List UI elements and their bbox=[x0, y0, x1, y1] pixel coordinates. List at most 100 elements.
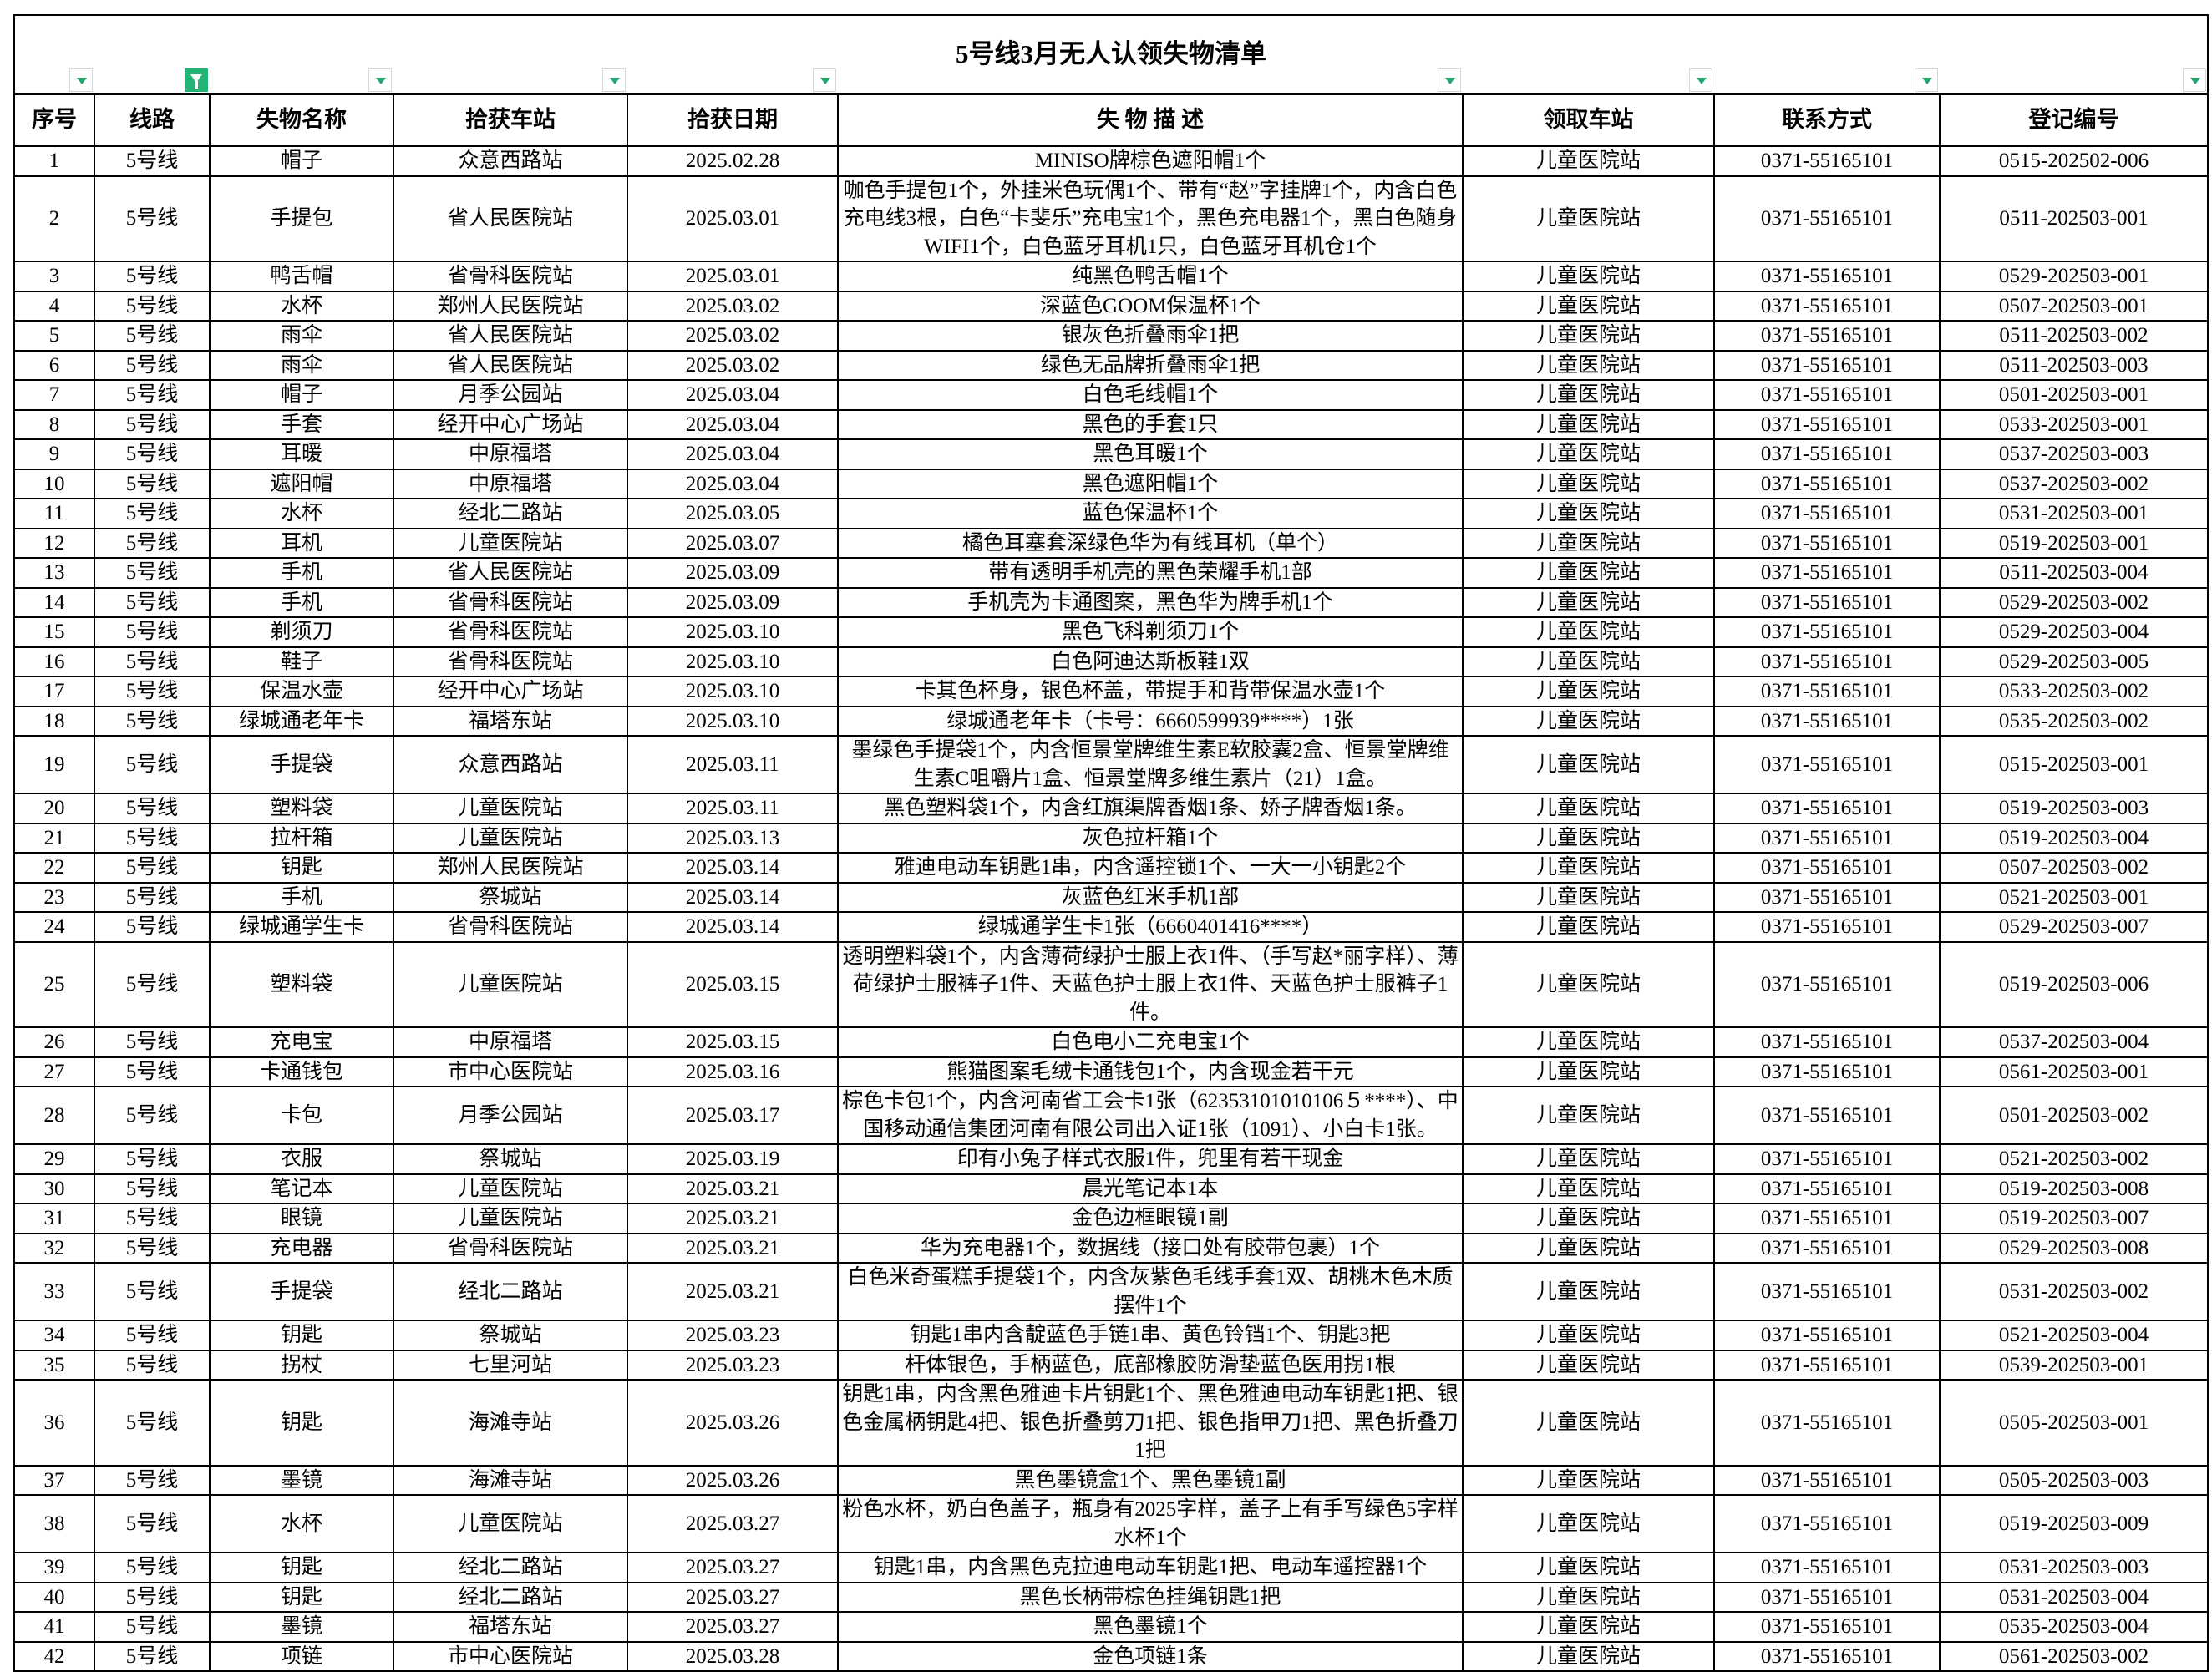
cell-index[interactable]: 25 bbox=[13, 940, 95, 1028]
filter-dropdown-icon[interactable] bbox=[368, 68, 392, 92]
cell-index[interactable]: 29 bbox=[13, 1143, 95, 1175]
cell-description[interactable]: 白色米奇蛋糕手提袋1个，内含灰紫色毛线手套1双、胡桃木色木质摆件1个 bbox=[837, 1262, 1464, 1321]
cell-claim-station[interactable]: 儿童医院站 bbox=[1462, 1262, 1715, 1321]
filter-dropdown-icon[interactable] bbox=[1689, 68, 1712, 92]
filter-dropdown-icon[interactable] bbox=[1915, 68, 1938, 92]
cell-claim-station[interactable]: 儿童医院站 bbox=[1462, 1173, 1715, 1204]
cell-register-no[interactable]: 0511-202503-003 bbox=[1938, 349, 2209, 381]
cell-description[interactable]: 白色阿迪达斯板鞋1双 bbox=[837, 646, 1464, 677]
cell-item-name[interactable]: 水杯 bbox=[209, 290, 394, 322]
cell-found-date[interactable]: 2025.03.21 bbox=[627, 1232, 839, 1264]
cell-found-date[interactable]: 2025.03.14 bbox=[627, 911, 839, 943]
cell-found-date[interactable]: 2025.03.09 bbox=[627, 557, 839, 589]
cell-item-name[interactable]: 耳暖 bbox=[209, 438, 394, 470]
cell-item-name[interactable]: 手套 bbox=[209, 408, 394, 440]
cell-item-name[interactable]: 衣服 bbox=[209, 1143, 394, 1175]
cell-found-station[interactable]: 省人民医院站 bbox=[393, 175, 628, 262]
cell-found-station[interactable]: 经开中心广场站 bbox=[393, 408, 628, 440]
cell-contact[interactable]: 0371-55165101 bbox=[1713, 911, 1941, 943]
cell-description[interactable]: 带有透明手机壳的黑色荣耀手机1部 bbox=[837, 557, 1464, 589]
cell-description[interactable]: 黑色墨镜盒1个、黑色墨镜1副 bbox=[837, 1464, 1464, 1496]
cell-line[interactable]: 5号线 bbox=[94, 911, 211, 943]
cell-description[interactable]: 纯黑色鸭舌帽1个 bbox=[837, 261, 1464, 292]
cell-found-date[interactable]: 2025.03.10 bbox=[627, 616, 839, 648]
cell-index[interactable]: 24 bbox=[13, 911, 95, 943]
cell-description[interactable]: 金色项链1条 bbox=[837, 1640, 1464, 1672]
cell-claim-station[interactable]: 儿童医院站 bbox=[1462, 408, 1715, 440]
cell-description[interactable]: 黑色长柄带棕色挂绳钥匙1把 bbox=[837, 1581, 1464, 1613]
cell-contact[interactable]: 0371-55165101 bbox=[1713, 1262, 1941, 1321]
cell-line[interactable]: 5号线 bbox=[94, 735, 211, 794]
cell-contact[interactable]: 0371-55165101 bbox=[1713, 940, 1941, 1028]
cell-item-name[interactable]: 项链 bbox=[209, 1640, 394, 1672]
cell-item-name[interactable]: 钥匙 bbox=[209, 852, 394, 884]
cell-claim-station[interactable]: 儿童医院站 bbox=[1462, 1464, 1715, 1496]
cell-line[interactable]: 5号线 bbox=[94, 1143, 211, 1175]
cell-description[interactable]: 绿城通老年卡（卡号：6660599939****）1张 bbox=[837, 705, 1464, 737]
cell-item-name[interactable]: 耳机 bbox=[209, 527, 394, 559]
cell-line[interactable]: 5号线 bbox=[94, 1494, 211, 1553]
cell-index[interactable]: 41 bbox=[13, 1611, 95, 1643]
cell-item-name[interactable]: 水杯 bbox=[209, 498, 394, 529]
cell-claim-station[interactable]: 儿童医院站 bbox=[1462, 586, 1715, 618]
cell-found-station[interactable]: 儿童医院站 bbox=[393, 822, 628, 854]
cell-item-name[interactable]: 钥匙 bbox=[209, 1552, 394, 1583]
cell-contact[interactable]: 0371-55165101 bbox=[1713, 1552, 1941, 1583]
cell-line[interactable]: 5号线 bbox=[94, 881, 211, 913]
cell-contact[interactable]: 0371-55165101 bbox=[1713, 1173, 1941, 1204]
cell-description[interactable]: 粉色水杯，奶白色盖子，瓶身有2025字样，盖子上有手写绿色5字样水杯1个 bbox=[837, 1494, 1464, 1553]
cell-index[interactable]: 12 bbox=[13, 527, 95, 559]
cell-found-date[interactable]: 2025.03.26 bbox=[627, 1379, 839, 1467]
cell-register-no[interactable]: 0533-202503-001 bbox=[1938, 408, 2209, 440]
cell-index[interactable]: 14 bbox=[13, 586, 95, 618]
cell-contact[interactable]: 0371-55165101 bbox=[1713, 1464, 1941, 1496]
cell-register-no[interactable]: 0529-202503-007 bbox=[1938, 911, 2209, 943]
cell-claim-station[interactable]: 儿童医院站 bbox=[1462, 527, 1715, 559]
cell-line[interactable]: 5号线 bbox=[94, 290, 211, 322]
cell-contact[interactable]: 0371-55165101 bbox=[1713, 408, 1941, 440]
cell-found-date[interactable]: 2025.03.27 bbox=[627, 1581, 839, 1613]
cell-claim-station[interactable]: 儿童医院站 bbox=[1462, 822, 1715, 854]
cell-claim-station[interactable]: 儿童医院站 bbox=[1462, 881, 1715, 913]
cell-register-no[interactable]: 0511-202503-001 bbox=[1938, 175, 2209, 262]
cell-found-date[interactable]: 2025.03.16 bbox=[627, 1056, 839, 1087]
cell-index[interactable]: 17 bbox=[13, 676, 95, 707]
cell-item-name[interactable]: 遮阳帽 bbox=[209, 468, 394, 499]
cell-index[interactable]: 22 bbox=[13, 852, 95, 884]
cell-found-station[interactable]: 省骨科医院站 bbox=[393, 1232, 628, 1264]
cell-found-station[interactable]: 郑州人民医院站 bbox=[393, 852, 628, 884]
cell-description[interactable]: 绿城通学生卡1张（6660401416****） bbox=[837, 911, 1464, 943]
cell-found-station[interactable]: 市中心医院站 bbox=[393, 1640, 628, 1672]
filter-dropdown-icon[interactable] bbox=[1438, 68, 1461, 92]
cell-description[interactable]: 黑色耳暖1个 bbox=[837, 438, 1464, 470]
cell-description[interactable]: 墨绿色手提袋1个，内含恒景堂牌维生素E软胶囊2盒、恒景堂牌维生素C咀嚼片1盒、恒… bbox=[837, 735, 1464, 794]
cell-contact[interactable]: 0371-55165101 bbox=[1713, 1086, 1941, 1145]
cell-found-date[interactable]: 2025.03.19 bbox=[627, 1143, 839, 1175]
cell-contact[interactable]: 0371-55165101 bbox=[1713, 586, 1941, 618]
cell-index[interactable]: 6 bbox=[13, 349, 95, 381]
cell-description[interactable]: 深蓝色GOOM保温杯1个 bbox=[837, 290, 1464, 322]
cell-index[interactable]: 36 bbox=[13, 1379, 95, 1467]
cell-found-station[interactable]: 中原福塔 bbox=[393, 438, 628, 470]
cell-found-station[interactable]: 祭城站 bbox=[393, 1143, 628, 1175]
cell-register-no[interactable]: 0521-202503-001 bbox=[1938, 881, 2209, 913]
cell-line[interactable]: 5号线 bbox=[94, 468, 211, 499]
cell-found-date[interactable]: 2025.03.07 bbox=[627, 527, 839, 559]
cell-contact[interactable]: 0371-55165101 bbox=[1713, 175, 1941, 262]
cell-index[interactable]: 5 bbox=[13, 320, 95, 352]
cell-line[interactable]: 5号线 bbox=[94, 557, 211, 589]
cell-found-date[interactable]: 2025.03.10 bbox=[627, 646, 839, 677]
cell-found-station[interactable]: 海滩寺站 bbox=[393, 1464, 628, 1496]
cell-index[interactable]: 33 bbox=[13, 1262, 95, 1321]
cell-register-no[interactable]: 0519-202503-008 bbox=[1938, 1173, 2209, 1204]
cell-found-station[interactable]: 海滩寺站 bbox=[393, 1379, 628, 1467]
cell-item-name[interactable]: 保温水壶 bbox=[209, 676, 394, 707]
cell-register-no[interactable]: 0535-202503-004 bbox=[1938, 1611, 2209, 1643]
cell-register-no[interactable]: 0531-202503-003 bbox=[1938, 1552, 2209, 1583]
cell-register-no[interactable]: 0529-202503-002 bbox=[1938, 586, 2209, 618]
cell-line[interactable]: 5号线 bbox=[94, 586, 211, 618]
cell-item-name[interactable]: 剃须刀 bbox=[209, 616, 394, 648]
cell-claim-station[interactable]: 儿童医院站 bbox=[1462, 646, 1715, 677]
cell-contact[interactable]: 0371-55165101 bbox=[1713, 438, 1941, 470]
cell-claim-station[interactable]: 儿童医院站 bbox=[1462, 438, 1715, 470]
